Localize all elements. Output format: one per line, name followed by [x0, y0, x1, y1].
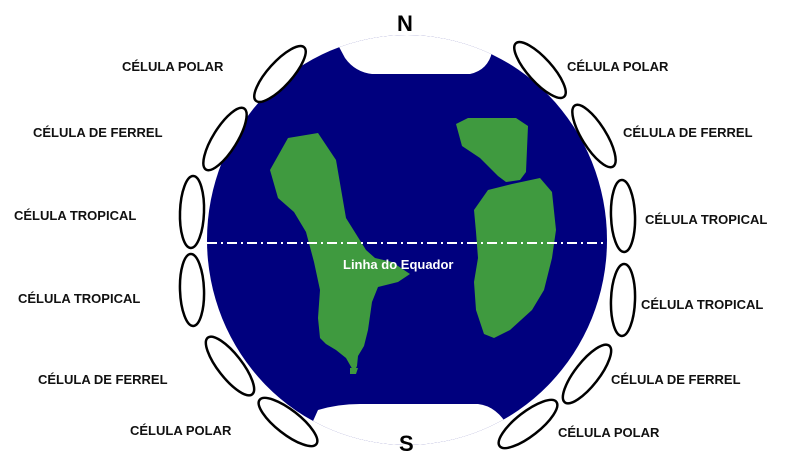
right-ferrel-cell-north [571, 103, 617, 169]
right-cell-label-ferrel-north: CÉLULA DE FERREL [623, 125, 753, 140]
left-cell-label-polar-south: CÉLULA POLAR [130, 423, 232, 438]
north-pole-label: N [397, 11, 413, 36]
left-tropical-cell-north [178, 174, 206, 250]
left-polar-cell-south [257, 396, 319, 448]
right-tropical-cell-south [609, 262, 637, 338]
left-cell-label-ferrel-south: CÉLULA DE FERREL [38, 372, 168, 387]
right-cell-label-polar-south: CÉLULA POLAR [558, 425, 660, 440]
right-cell-label-tropical-south: CÉLULA TROPICAL [641, 297, 764, 312]
right-cell-label-tropical-north: CÉLULA TROPICAL [645, 212, 768, 227]
right-polar-cell-north [513, 40, 567, 100]
right-cell-label-polar-north: CÉLULA POLAR [567, 59, 669, 74]
south-pole-label: S [399, 431, 414, 456]
left-ferrel-cell-south [204, 335, 256, 397]
landmass-northeast [456, 118, 528, 182]
north-polar-cap [330, 35, 492, 74]
right-tropical-cell-north [609, 178, 637, 254]
equator-label: Linha do Equador [343, 257, 454, 272]
left-cells [178, 44, 319, 448]
right-ferrel-cell-south [561, 343, 613, 405]
right-polar-cell-south [497, 398, 559, 450]
landmass-east [474, 178, 556, 338]
left-cell-label-polar-north: CÉLULA POLAR [122, 59, 224, 74]
left-cell-label-ferrel-north: CÉLULA DE FERREL [33, 125, 163, 140]
left-cell-label-tropical-south: CÉLULA TROPICAL [18, 291, 141, 306]
left-tropical-cell-south [178, 252, 206, 328]
right-cell-label-ferrel-south: CÉLULA DE FERREL [611, 372, 741, 387]
left-cell-label-tropical-north: CÉLULA TROPICAL [14, 208, 137, 223]
left-polar-cell-north [253, 44, 307, 104]
landmass-west [270, 133, 410, 372]
right-cells [497, 40, 637, 450]
left-ferrel-cell-north [202, 106, 248, 172]
landmass-west-tip [350, 368, 358, 374]
